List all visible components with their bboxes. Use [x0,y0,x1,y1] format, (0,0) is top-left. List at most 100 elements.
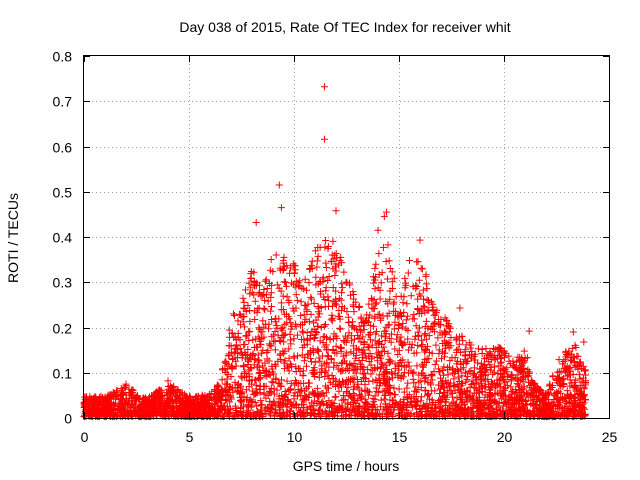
data-point [563,387,571,395]
data-point [414,342,422,350]
data-point [287,340,295,348]
data-point [360,339,368,347]
data-point [419,363,427,371]
data-point [399,299,407,307]
data-point [491,397,499,405]
data-point [274,357,282,365]
y-tick-label: 0.8 [53,49,73,65]
data-point [520,405,528,413]
data-point [384,349,392,357]
data-point [332,342,340,350]
data-point [414,295,422,303]
data-point [423,402,431,410]
data-point [244,302,252,310]
data-point [557,368,565,376]
data-point [495,376,503,384]
data-point [158,399,166,407]
data-point [215,382,223,390]
data-point [252,219,260,227]
data-point [303,306,311,314]
data-point [490,379,498,387]
data-point [256,369,264,377]
data-point [280,409,288,417]
data-point [316,310,324,318]
data-point [423,285,431,293]
data-point [297,298,305,306]
data-point [180,390,188,398]
data-point [508,388,516,396]
data-point [421,322,429,330]
data-point [211,411,219,419]
data-point [422,280,430,288]
data-point [436,329,444,337]
x-tick-label: 25 [602,429,618,445]
data-point [355,334,363,342]
data-point [401,339,409,347]
data-point [104,393,112,401]
data-point [515,400,523,408]
data-point [427,379,435,387]
data-point [146,410,154,418]
data-point [164,385,172,393]
data-point [396,337,404,345]
data-point [525,368,533,376]
data-point [332,332,340,340]
data-point [427,372,435,380]
data-point [480,361,488,369]
data-point [322,284,330,292]
data-point [478,345,486,353]
data-point [370,279,378,287]
plot-frame [83,55,610,419]
data-point [288,400,296,408]
data-point [397,375,405,383]
data-point [509,411,517,419]
data-point [376,310,384,318]
data-point [457,365,465,373]
data-point [264,392,272,400]
data-point [250,268,258,276]
data-point [377,279,385,287]
data-point [481,377,489,385]
data-point [474,359,482,367]
data-point [328,402,336,410]
data-point [326,335,334,343]
data-point [464,373,472,381]
data-point [434,334,442,342]
data-point [380,327,388,335]
data-point [316,357,324,365]
data-point [285,299,293,307]
data-point [307,358,315,366]
data-point [413,349,421,357]
data-point [267,342,275,350]
data-point [418,336,426,344]
data-point [322,367,330,375]
data-point [489,345,497,353]
data-point [369,377,377,385]
grid-lines [84,56,609,418]
data-point [388,268,396,276]
data-point [569,328,577,336]
data-point [524,372,532,380]
data-point [242,308,250,316]
data-point [497,359,505,367]
data-point [251,315,259,323]
data-point [458,372,466,380]
data-point [501,369,509,377]
data-point [299,344,307,352]
data-point [359,333,367,341]
data-point [238,313,246,321]
data-point [566,392,574,400]
data-point [149,404,157,412]
data-point [287,319,295,327]
y-tick-label: 0.5 [53,185,73,201]
data-point [298,396,306,404]
data-point [508,371,516,379]
data-point [367,329,375,337]
data-point [372,330,380,338]
data-point [376,403,384,411]
data-point [403,300,411,308]
data-point [254,343,262,351]
data-point [316,337,324,345]
data-point [357,394,365,402]
data-point [415,309,423,317]
